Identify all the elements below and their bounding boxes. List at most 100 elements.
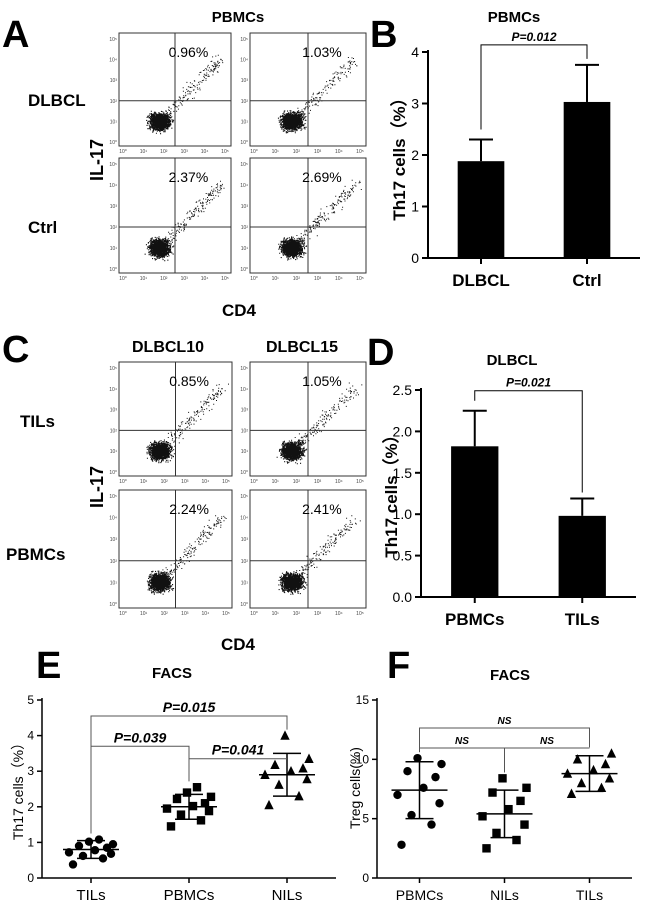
panel-c-plot-3-x-tick: 10⁰	[119, 611, 127, 617]
panel-c-plot-3-x-tick: 10¹	[140, 611, 148, 617]
panel-e-x-tick-label: TILs	[76, 887, 105, 904]
panel-c-plot-1-y-tick: 10⁴	[109, 387, 117, 393]
panel-b: B PBMCs Th17 cells（%） 0 1 2 3 4 DLBCL Ctrl P=0.…	[370, 9, 640, 290]
panel-e-y-label: Th17 cells（%）	[10, 736, 26, 840]
panel-e-point-tils	[106, 849, 116, 858]
panel-a-plot-2-y-tick: 10¹	[241, 119, 249, 125]
panel-c-plot-2-events	[276, 382, 363, 465]
panel-f-point-pbmcs	[437, 759, 446, 769]
panel-f-y-tick-label: 0	[362, 871, 369, 885]
panel-e-point-nils	[286, 766, 296, 776]
panel-e-point-pbmcs	[206, 792, 216, 802]
panel-e-point-nils	[304, 753, 314, 763]
panel-b-bar-ctrl	[563, 101, 611, 258]
panel-e-y-tick-label: 0	[27, 871, 34, 885]
panel-f-point-tils	[566, 788, 577, 798]
panel-f-significance-bracket	[419, 747, 505, 773]
panel-d-y-tick-label: 1.5	[393, 465, 413, 481]
panel-e-point-pbmcs	[162, 804, 172, 813]
panel-a-plot-4-percent: 2.69%	[302, 169, 342, 185]
panel-c-plot-2-y-tick: 10²	[241, 428, 249, 434]
panel-e-point-tils	[84, 837, 94, 846]
panel-a-plot-1-x-tick: 10⁰	[119, 149, 127, 155]
panel-c-plot-2-x-tick: 10²	[293, 479, 301, 485]
panel-f-point-nils	[504, 804, 513, 814]
panel-f-p-value: NS	[540, 736, 554, 747]
panel-e-point-nils	[294, 790, 304, 801]
panel-f-y-label: Treg cells(%)	[347, 747, 363, 829]
panel-f-point-pbmcs	[435, 799, 444, 808]
panel-d-x-tick-label: TILs	[565, 610, 600, 629]
panel-d-title: DLBCL	[487, 352, 538, 369]
panel-a-flow-plots: 10⁰10⁰10¹10¹10²10²10³10³10⁴10⁴10⁵10⁵0.96…	[109, 32, 367, 282]
panel-c-y-label: IL-17	[87, 466, 107, 508]
panel-a-plot-1-x-tick: 10⁴	[201, 149, 209, 155]
panel-f-point-nils	[520, 820, 529, 829]
panel-a-x-label: CD4	[222, 301, 257, 320]
panel-e-point-tils	[78, 851, 88, 861]
panel-a-plot-1-y-tick: 10⁵	[109, 37, 117, 43]
panel-c-plot-3-y-tick: 10²	[110, 559, 118, 565]
panel-c-plot-4-y-tick: 10³	[241, 537, 249, 543]
panel-c: C DLBCL10 DLBCL15 TILs PBMCs IL-17 CD4 1…	[2, 329, 367, 654]
panel-e-significance-bracket	[90, 745, 190, 825]
panel-c-plot-3-y-tick: 10¹	[110, 580, 118, 586]
panel-a-plot-4-x-tick: 10⁰	[250, 276, 258, 282]
panel-f-x-tick-label: NILs	[490, 887, 519, 903]
panel-f: F FACS Treg cells(%) 0 5 10 15 PBMCs NILs TILs…	[347, 645, 632, 903]
panel-c-plot-2-y-tick: 10¹	[241, 449, 249, 455]
panel-b-y-tick-label: 3	[411, 96, 419, 112]
panel-c-plot-2-y-tick: 10⁴	[240, 387, 248, 393]
panel-f-point-nils	[498, 774, 507, 783]
panel-f-p-value: NS	[498, 716, 512, 727]
panel-a-plot-1-x-tick: 10⁵	[221, 149, 229, 155]
panel-c-col-title-dlbcl15: DLBCL15	[266, 339, 338, 356]
panel-c-plot-1-y-tick: 10²	[110, 428, 118, 434]
panel-c-plot-2-percent: 1.05%	[302, 373, 342, 389]
panel-a-row-label-ctrl: Ctrl	[28, 218, 57, 237]
panel-f-significance-bracket	[504, 747, 590, 773]
panel-b-y-tick-label: 2	[411, 147, 419, 163]
panel-a-plot-3-events	[144, 180, 225, 262]
panel-c-plot-4-x-tick: 10¹	[272, 611, 280, 617]
panel-a-plot-1-x-tick: 10³	[181, 149, 189, 155]
panel-f-title: FACS	[490, 667, 530, 684]
panel-c-plot-2-y-tick: 10³	[241, 408, 249, 414]
panel-d-y-tick-label: 1.0	[393, 506, 413, 522]
panel-a-plot-2-x-tick: 10⁵	[356, 149, 364, 155]
panel-c-col-title-dlbcl10: DLBCL10	[132, 339, 204, 356]
panel-a-y-label: IL-17	[87, 139, 107, 181]
panel-c-plot-4-y-tick: 10¹	[241, 580, 249, 586]
panel-e-title: FACS	[152, 665, 192, 682]
panel-e-point-pbmcs	[166, 822, 176, 831]
panel-c-plot-3-x-tick: 10⁵	[222, 611, 230, 617]
panel-a-plot-4-y-tick: 10¹	[241, 246, 249, 252]
panel-f-point-tils	[606, 748, 617, 758]
panel-c-row-label-tils: TILs	[20, 412, 55, 431]
panel-e-point-tils	[64, 848, 74, 857]
panel-b-y-label: Th17 cells（%）	[389, 89, 409, 220]
panel-c-plot-1-x-tick: 10²	[161, 479, 169, 485]
panel-c-plot-1-x-tick: 10¹	[140, 479, 148, 485]
panel-e-y-tick-label: 5	[27, 693, 34, 707]
panel-b-y-tick-label: 4	[411, 44, 419, 60]
panel-a-plot-3-y-tick: 10³	[110, 204, 118, 210]
panel-a-plot-1-y-tick: 10⁴	[109, 58, 117, 64]
panel-a-plot-4-y-tick: 10⁰	[240, 267, 248, 273]
panel-a-plot-2-x-tick: 10⁰	[250, 149, 258, 155]
panel-f-point-pbmcs	[407, 810, 416, 820]
panel-c-plot-1-x-tick: 10³	[181, 479, 189, 485]
panel-d-y-label: Th17 cells（%）	[381, 426, 401, 557]
panel-a-plot-1-events	[146, 54, 224, 135]
panel-c-plot-3-events	[146, 515, 227, 595]
panel-d-letter: D	[367, 332, 394, 374]
panel-a-plot-3-y-tick: 10⁰	[109, 267, 117, 273]
panel-e-point-pbmcs	[200, 799, 210, 808]
panel-e-point-pbmcs	[196, 816, 206, 825]
panel-a-plot-1-y-tick: 10²	[110, 99, 118, 105]
panel-e-chart: 0 1 2 3 4 5 TILs PBMCs NILs P=0.039 P=0.041 P=0.015	[27, 693, 336, 904]
